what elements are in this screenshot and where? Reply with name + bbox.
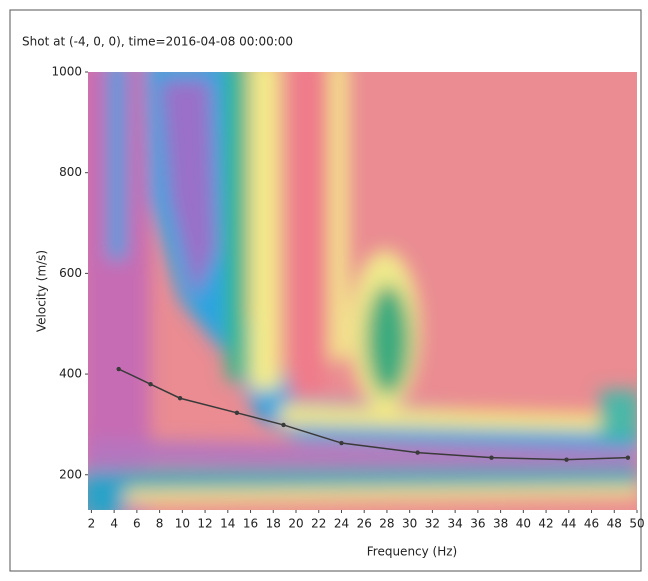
curve-point bbox=[564, 457, 569, 462]
x-tick-label: 44 bbox=[561, 517, 576, 531]
y-tick-label: 800 bbox=[59, 165, 82, 179]
x-tick-label: 42 bbox=[538, 517, 553, 531]
x-tick-label: 4 bbox=[110, 517, 118, 531]
dispersion-curve bbox=[118, 368, 628, 461]
heatmap bbox=[88, 72, 637, 510]
curve-point bbox=[234, 410, 240, 416]
x-axis-label: Frequency (Hz) bbox=[367, 545, 458, 559]
x-tick-label: 38 bbox=[493, 517, 508, 531]
curve-point bbox=[148, 381, 153, 387]
x-tick-label: 34 bbox=[447, 517, 462, 531]
x-tick-label: 8 bbox=[156, 517, 164, 531]
y-tick-label: 400 bbox=[59, 367, 82, 381]
x-tick-label: 12 bbox=[197, 517, 212, 531]
x-tick-label: 22 bbox=[311, 517, 326, 531]
x-tick-label: 14 bbox=[220, 517, 235, 531]
curve-point bbox=[339, 440, 344, 446]
x-tick-label: 50 bbox=[629, 517, 644, 531]
x-tick-label: 28 bbox=[379, 517, 394, 531]
y-tick-label: 200 bbox=[59, 467, 82, 481]
curve-point bbox=[489, 455, 494, 460]
x-tick-label: 6 bbox=[133, 517, 141, 531]
y-axis-label: Velocity (m/s) bbox=[35, 250, 49, 332]
y-tick-label: 600 bbox=[59, 266, 82, 280]
x-tick-label: 26 bbox=[357, 517, 372, 531]
x-tick-label: 36 bbox=[470, 517, 485, 531]
x-tick-label: 48 bbox=[607, 517, 622, 531]
x-tick-label: 10 bbox=[175, 517, 190, 531]
x-tick-label: 30 bbox=[402, 517, 417, 531]
x-tick-label: 2 bbox=[88, 517, 96, 531]
x-tick-label: 16 bbox=[243, 517, 258, 531]
x-tick-label: 24 bbox=[334, 517, 349, 531]
x-tick-label: 20 bbox=[288, 517, 303, 531]
x-tick-label: 40 bbox=[516, 517, 531, 531]
curve-point bbox=[281, 422, 286, 428]
x-tick-label: 46 bbox=[584, 517, 599, 531]
curve-point bbox=[177, 396, 183, 401]
curve-point bbox=[415, 450, 420, 455]
curve-point bbox=[625, 455, 631, 460]
x-tick-label: 32 bbox=[425, 517, 440, 531]
y-tick-label: 1000 bbox=[51, 65, 82, 79]
chart-title: Shot at (-4, 0, 0), time=2016-04-08 00:0… bbox=[22, 35, 293, 49]
curve-point bbox=[116, 366, 121, 372]
x-tick-label: 18 bbox=[266, 517, 281, 531]
